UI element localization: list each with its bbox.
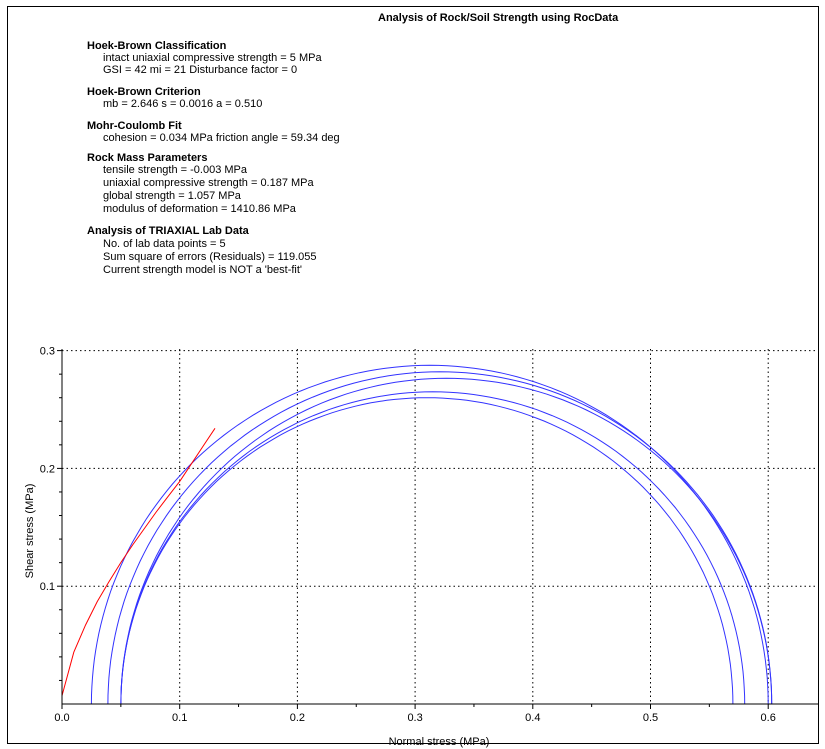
mohr-circle xyxy=(90,364,769,705)
report-title: Analysis of Rock/Soil Strength using Roc… xyxy=(378,12,619,24)
y-axis-label: Shear stress (MPa) xyxy=(24,484,36,579)
section-heading-mohr-coulomb-fit: Mohr-Coulomb Fit xyxy=(87,120,182,132)
y-tick-label: 0.3 xyxy=(40,346,55,358)
section-heading-hoek-brown-classification: Hoek-Brown Classification xyxy=(87,40,227,52)
mohr-circle xyxy=(120,391,746,705)
x-tick-label: 0.2 xyxy=(290,712,305,724)
section-line: intact uniaxial compressive strength = 5… xyxy=(103,52,322,64)
section-heading-triaxial-lab-data: Analysis of TRIAXIAL Lab Data xyxy=(87,225,249,237)
mohr-circle xyxy=(120,377,773,705)
mohr-circle xyxy=(107,371,773,705)
x-tick-label: 0.6 xyxy=(761,712,776,724)
failure-envelope-line xyxy=(61,428,216,696)
section-line: global strength = 1.057 MPa xyxy=(103,190,241,202)
section-line: No. of lab data points = 5 xyxy=(103,238,226,250)
section-line: mb = 2.646 s = 0.0016 a = 0.510 xyxy=(103,98,263,110)
y-tick-label: 0.2 xyxy=(40,463,55,475)
section-heading-hoek-brown-criterion: Hoek-Brown Criterion xyxy=(87,86,201,98)
section-line: GSI = 42 mi = 21 Disturbance factor = 0 xyxy=(103,64,298,76)
section-line: Sum square of errors (Residuals) = 119.0… xyxy=(103,251,317,263)
section-line: modulus of deformation = 1410.86 MPa xyxy=(103,203,296,215)
x-axis-label: Normal stress (MPa) xyxy=(389,736,490,748)
section-line: Current strength model is NOT a 'best-fi… xyxy=(103,264,303,276)
x-tick-label: 0.1 xyxy=(172,712,187,724)
y-tick-label: 0.1 xyxy=(40,581,55,593)
mohr-circle xyxy=(120,397,734,705)
x-tick-label: 0.3 xyxy=(407,712,422,724)
x-tick-label: 0.4 xyxy=(525,712,540,724)
x-tick-label: 0.0 xyxy=(54,712,69,724)
section-heading-rock-mass-parameters: Rock Mass Parameters xyxy=(87,152,208,164)
section-line: cohesion = 0.034 MPa friction angle = 59… xyxy=(103,132,340,144)
frame-border xyxy=(7,6,819,744)
section-line: uniaxial compressive strength = 0.187 MP… xyxy=(103,177,314,189)
section-line: tensile strength = -0.003 MPa xyxy=(103,164,247,176)
x-tick-label: 0.5 xyxy=(643,712,658,724)
